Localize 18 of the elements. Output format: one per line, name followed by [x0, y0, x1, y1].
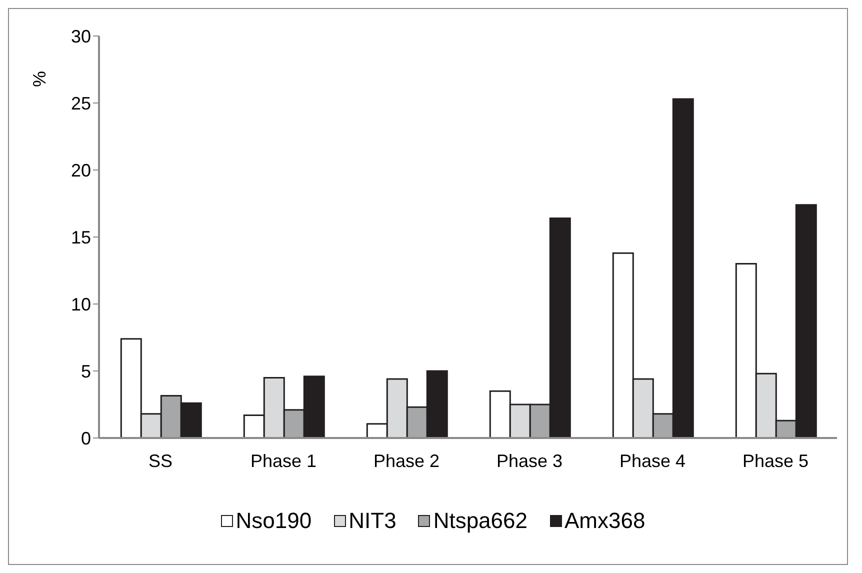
y-tick-label: 15: [70, 227, 91, 248]
y-tick-label: 10: [70, 294, 91, 314]
y-tick-label: 25: [70, 93, 91, 114]
legend-label: Amx368: [564, 508, 646, 534]
y-tick-label: 20: [70, 160, 91, 180]
x-tick-label: Phase 3: [496, 450, 563, 471]
legend-label: Nso190: [234, 508, 312, 534]
y-tick-label: 0: [80, 428, 91, 448]
x-tick-label: SS: [148, 450, 173, 471]
x-tick-label: Phase 5: [742, 450, 809, 471]
x-tick-label: Phase 2: [373, 450, 440, 471]
x-tick-label: Phase 1: [250, 450, 317, 471]
y-axis-title: %: [29, 70, 50, 87]
y-tick-label: 30: [70, 26, 91, 46]
x-tick-label: Phase 4: [619, 450, 686, 471]
y-tick-label: 5: [80, 361, 91, 382]
legend-label: Ntspa662: [432, 508, 528, 534]
legend-label: NIT3: [348, 508, 396, 534]
